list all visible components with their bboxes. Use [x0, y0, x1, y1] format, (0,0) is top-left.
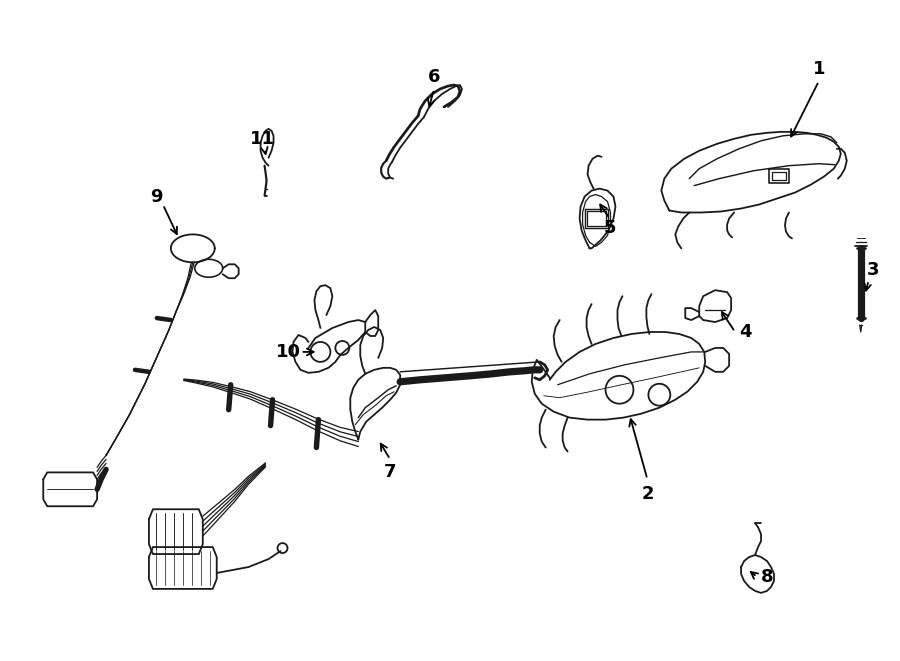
Text: 4: 4	[739, 323, 752, 341]
Text: 7: 7	[384, 463, 396, 481]
Text: 3: 3	[867, 261, 879, 279]
Text: 9: 9	[149, 188, 162, 206]
Text: 2: 2	[641, 485, 653, 503]
Text: 10: 10	[276, 343, 301, 361]
Text: 8: 8	[760, 568, 773, 586]
Text: 11: 11	[250, 130, 275, 148]
Text: 1: 1	[813, 60, 825, 78]
Text: 5: 5	[603, 219, 616, 237]
Text: 6: 6	[428, 68, 440, 86]
